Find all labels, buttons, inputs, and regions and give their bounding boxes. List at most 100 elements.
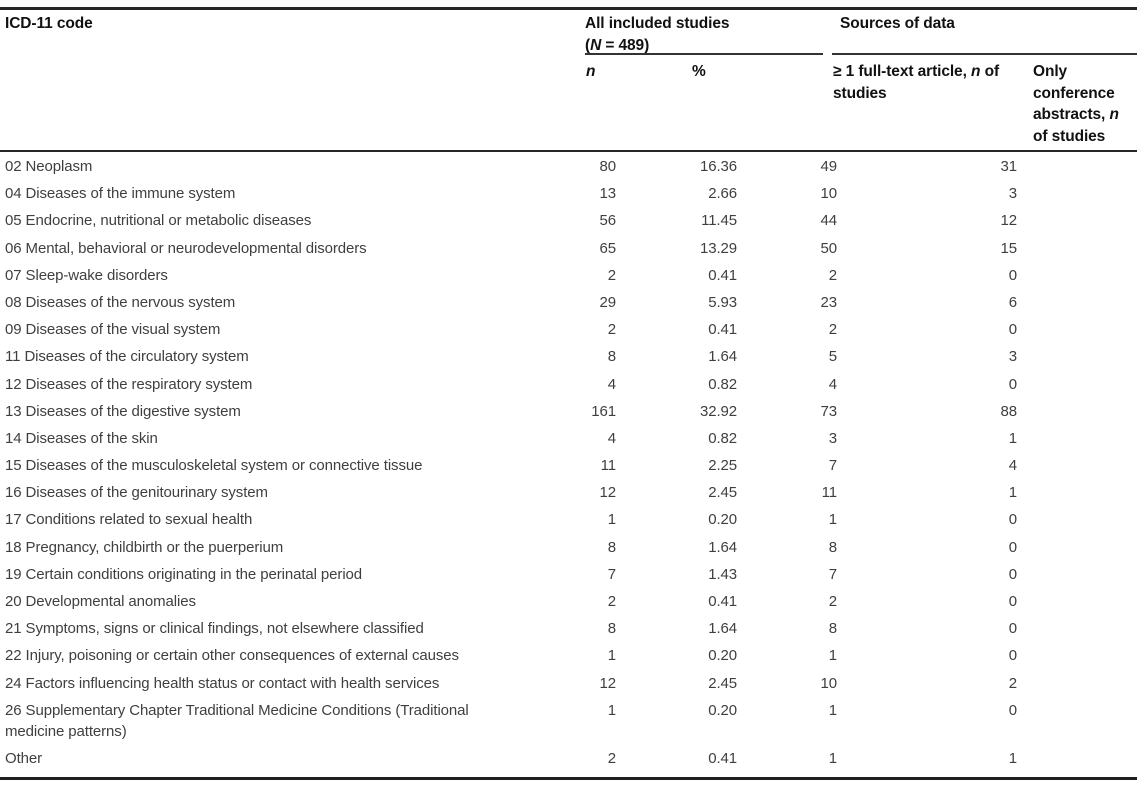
row-label-icd-category: 17 Conditions related to sexual health <box>5 511 253 529</box>
cell-fulltext-count: 4 <box>828 375 837 393</box>
cell-percent: 2.45 <box>708 674 737 692</box>
cell-percent: 13.29 <box>699 239 737 257</box>
table-row: 20 Developmental anomalies 2 0.41 2 0 <box>0 588 1137 615</box>
cell-n-count: 8 <box>607 348 616 366</box>
cell-n-count: 2 <box>607 266 616 284</box>
column-header-n: n <box>586 63 596 80</box>
cell-fulltext-count: 3 <box>828 429 837 447</box>
cell-fulltext-count: 10 <box>820 674 838 692</box>
column-group-sources-of-data: Sources of data <box>840 15 955 32</box>
cell-percent: 1.64 <box>708 620 737 638</box>
table-body: 02 Neoplasm 80 16.36 49 31 04 Diseases o… <box>0 153 1137 772</box>
cell-conference-count: 0 <box>1008 375 1017 393</box>
table-row: 22 Injury, poisoning or certain other co… <box>0 642 1137 669</box>
row-label-icd-category: 26 Supplementary Chapter Traditional Med… <box>5 701 469 741</box>
cell-percent: 0.20 <box>708 647 737 665</box>
cell-percent: 0.20 <box>708 511 737 529</box>
cell-fulltext-count: 23 <box>820 293 838 311</box>
cell-percent: 1.64 <box>708 538 737 556</box>
row-label-icd-category: 11 Diseases of the circulatory system <box>5 348 249 366</box>
cell-fulltext-count: 5 <box>828 348 837 366</box>
cell-fulltext-count: 7 <box>828 457 837 475</box>
cell-fulltext-count: 2 <box>828 266 837 284</box>
cell-n-count: 56 <box>599 212 617 230</box>
table-row: 02 Neoplasm 80 16.36 49 31 <box>0 153 1137 180</box>
cell-n-count: 2 <box>607 749 616 767</box>
table-row: 06 Mental, behavioral or neurodevelopmen… <box>0 235 1137 262</box>
row-label-icd-category: 16 Diseases of the genitourinary system <box>5 484 268 502</box>
cell-conference-count: 0 <box>1008 701 1017 719</box>
table-top-rule <box>0 7 1137 10</box>
cell-n-count: 12 <box>599 674 617 692</box>
cell-conference-count: 0 <box>1008 620 1017 638</box>
cell-percent: 1.43 <box>708 565 737 583</box>
group2-underline <box>832 53 1137 55</box>
row-label-icd-category: 09 Diseases of the visual system <box>5 321 221 339</box>
group1-sample-size: (N = 489) <box>585 36 650 54</box>
cell-conference-count: 1 <box>1008 429 1017 447</box>
table-row: 05 Endocrine, nutritional or metabolic d… <box>0 207 1137 234</box>
cell-percent: 16.36 <box>699 158 737 175</box>
cell-conference-count: 1 <box>1008 749 1017 767</box>
cell-percent: 0.82 <box>708 429 737 447</box>
cell-conference-count: 0 <box>1008 266 1017 284</box>
cell-percent: 0.20 <box>708 701 737 719</box>
cell-conference-count: 88 <box>1000 402 1018 420</box>
table-row: 17 Conditions related to sexual health 1… <box>0 506 1137 533</box>
cell-fulltext-count: 8 <box>828 620 837 638</box>
cell-n-count: 65 <box>599 239 617 257</box>
table-row: Other 2 0.41 1 1 <box>0 745 1137 772</box>
cell-conference-count: 0 <box>1008 565 1017 583</box>
cell-percent: 2.25 <box>708 457 737 475</box>
row-label-icd-category: 04 Diseases of the immune system <box>5 185 236 203</box>
cell-fulltext-count: 50 <box>820 239 838 257</box>
cell-conference-count: 3 <box>1008 348 1017 366</box>
table-row: 15 Diseases of the musculoskeletal syste… <box>0 452 1137 479</box>
cell-conference-count: 0 <box>1008 538 1017 556</box>
row-label-icd-category: 02 Neoplasm <box>5 158 93 175</box>
cell-conference-count: 3 <box>1008 185 1017 203</box>
cell-fulltext-count: 2 <box>828 321 837 339</box>
cell-fulltext-count: 2 <box>828 593 837 610</box>
column-header-percent: % <box>692 63 706 80</box>
cell-conference-count: 0 <box>1008 511 1017 529</box>
table-row: 13 Diseases of the digestive system 161 … <box>0 398 1137 425</box>
row-label-icd-category: 07 Sleep-wake disorders <box>5 266 168 284</box>
row-label-icd-category: 05 Endocrine, nutritional or metabolic d… <box>5 212 312 230</box>
table-row: 07 Sleep-wake disorders 2 0.41 2 0 <box>0 262 1137 289</box>
cell-conference-count: 1 <box>1008 484 1017 502</box>
cell-n-count: 7 <box>607 565 616 583</box>
cell-n-count: 2 <box>607 593 616 610</box>
table-row: 26 Supplementary Chapter Traditional Med… <box>0 697 1137 745</box>
cell-fulltext-count: 1 <box>828 749 837 767</box>
cell-percent: 0.41 <box>708 749 737 767</box>
cell-n-count: 29 <box>599 293 617 311</box>
cell-n-count: 13 <box>599 185 617 203</box>
table-row: 09 Diseases of the visual system 2 0.41 … <box>0 316 1137 343</box>
row-label-icd-category: 22 Injury, poisoning or certain other co… <box>5 647 459 665</box>
cell-n-count: 4 <box>607 375 616 393</box>
row-label-icd-category: 15 Diseases of the musculoskeletal syste… <box>5 457 423 475</box>
table-row: 19 Certain conditions originating in the… <box>0 561 1137 588</box>
cell-n-count: 12 <box>599 484 617 502</box>
column-header-fulltext-articles: ≥ 1 full-text article, n of studies <box>833 63 1000 102</box>
cell-percent: 0.41 <box>708 266 737 284</box>
column-group-all-included-studies: All included studies (N = 489) <box>585 13 825 56</box>
cell-n-count: 1 <box>607 647 616 665</box>
cell-fulltext-count: 73 <box>820 402 838 420</box>
cell-n-count: 2 <box>607 321 616 339</box>
cell-fulltext-count: 44 <box>820 212 838 230</box>
cell-fulltext-count: 11 <box>821 484 837 502</box>
cell-conference-count: 12 <box>1000 212 1018 230</box>
group1-underline <box>585 53 823 55</box>
cell-percent: 2.66 <box>708 185 737 203</box>
table-row: 08 Diseases of the nervous system 29 5.9… <box>0 289 1137 316</box>
cell-conference-count: 15 <box>1000 239 1018 257</box>
column-header-conference-abstracts: Only conference abstracts, n of studies <box>1033 63 1119 145</box>
cell-conference-count: 0 <box>1008 321 1017 339</box>
cell-fulltext-count: 1 <box>828 511 837 529</box>
cell-fulltext-count: 8 <box>828 538 837 556</box>
cell-percent: 11.45 <box>701 212 737 230</box>
row-label-icd-category: 24 Factors influencing health status or … <box>5 674 440 692</box>
